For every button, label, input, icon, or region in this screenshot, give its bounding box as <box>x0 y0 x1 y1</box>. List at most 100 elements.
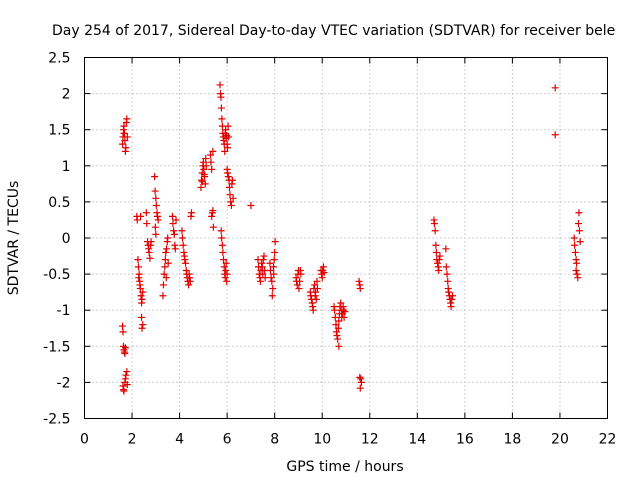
data-point <box>147 238 155 246</box>
y-axis-label: SDTVAR / TECUs <box>6 181 22 296</box>
data-point <box>134 256 142 264</box>
y-tick-label: -0.5 <box>43 267 70 283</box>
data-point <box>123 381 131 389</box>
data-point <box>136 281 144 289</box>
data-point <box>259 256 267 264</box>
data-point <box>442 263 450 271</box>
data-point <box>217 104 225 112</box>
data-point <box>573 259 581 267</box>
data-point <box>224 169 232 177</box>
data-point <box>268 292 276 300</box>
data-point <box>221 147 229 155</box>
data-point <box>199 158 207 166</box>
data-point <box>222 259 230 267</box>
data-point <box>436 252 444 260</box>
data-point <box>198 178 206 186</box>
data-point <box>208 165 216 173</box>
data-point <box>202 155 210 163</box>
data-point <box>162 274 170 282</box>
y-tick-label: 1 <box>62 159 71 175</box>
data-point <box>151 173 159 181</box>
data-point <box>356 384 364 392</box>
y-tick-label: 2 <box>62 87 71 103</box>
data-point <box>270 256 278 264</box>
data-point <box>309 306 317 314</box>
data-point <box>311 281 319 289</box>
y-tick-label: 2.5 <box>48 51 70 67</box>
data-point <box>161 256 169 264</box>
data-point <box>221 274 229 282</box>
data-point <box>355 277 363 285</box>
data-point <box>122 371 130 379</box>
data-point <box>216 81 224 89</box>
data-point <box>146 254 154 262</box>
data-point <box>152 202 160 210</box>
data-point <box>220 263 228 271</box>
data-point <box>432 248 440 256</box>
data-point <box>357 375 365 383</box>
data-point <box>258 263 266 271</box>
data-point <box>576 238 584 246</box>
data-point <box>139 288 147 296</box>
data-point <box>224 144 232 152</box>
data-point <box>430 220 438 228</box>
data-point <box>135 274 143 282</box>
x-tick-label: 8 <box>270 432 279 448</box>
data-point <box>266 259 274 267</box>
data-point <box>123 133 131 141</box>
data-point <box>170 230 178 238</box>
data-point <box>337 299 345 307</box>
data-point <box>574 220 582 228</box>
data-point <box>145 248 153 256</box>
data-point <box>172 216 180 224</box>
data-point <box>318 274 326 282</box>
data-point <box>119 328 127 336</box>
x-tick-label: 22 <box>599 432 617 448</box>
data-point <box>222 266 230 274</box>
data-point <box>200 170 208 178</box>
data-point <box>120 129 128 137</box>
x-axis-label: GPS time / hours <box>286 459 403 475</box>
data-point <box>575 209 583 217</box>
data-point <box>432 241 440 249</box>
data-point <box>133 216 141 224</box>
data-point <box>121 137 129 145</box>
data-point <box>120 387 128 395</box>
data-point <box>219 248 227 256</box>
data-point <box>181 256 189 264</box>
data-point <box>179 241 187 249</box>
x-tick-label: 20 <box>551 432 569 448</box>
data-point <box>138 324 146 332</box>
data-point <box>226 183 234 191</box>
data-point <box>229 194 237 202</box>
data-point <box>261 274 269 282</box>
data-point <box>171 245 179 253</box>
data-point <box>159 281 167 289</box>
data-point <box>260 252 268 260</box>
grid <box>84 57 608 419</box>
data-point <box>182 259 190 267</box>
data-point <box>169 220 177 228</box>
data-point <box>570 234 578 242</box>
data-point <box>151 187 159 195</box>
data-point <box>226 191 234 199</box>
y-tick-label: 0 <box>62 231 71 247</box>
x-tick-label: 12 <box>361 432 379 448</box>
data-point <box>572 266 580 274</box>
data-point <box>331 313 339 321</box>
y-tick-label: -2 <box>57 375 71 391</box>
data-point <box>319 263 327 271</box>
data-point <box>258 259 266 267</box>
data-point <box>574 274 582 282</box>
data-point <box>442 245 450 253</box>
data-point <box>435 256 443 264</box>
data-point <box>269 285 277 293</box>
data-point <box>138 313 146 321</box>
chart-title: Day 254 of 2017, Sidereal Day-to-day VTE… <box>52 23 615 39</box>
data-point <box>185 281 193 289</box>
y-tick-labels: -2.5 -2 -1.5 -1 -0.5 0 0.5 1 1.5 2 2.5 <box>43 51 70 428</box>
data-point <box>217 93 225 101</box>
data-point <box>224 173 232 181</box>
data-point <box>223 277 231 285</box>
data-point <box>551 131 559 139</box>
